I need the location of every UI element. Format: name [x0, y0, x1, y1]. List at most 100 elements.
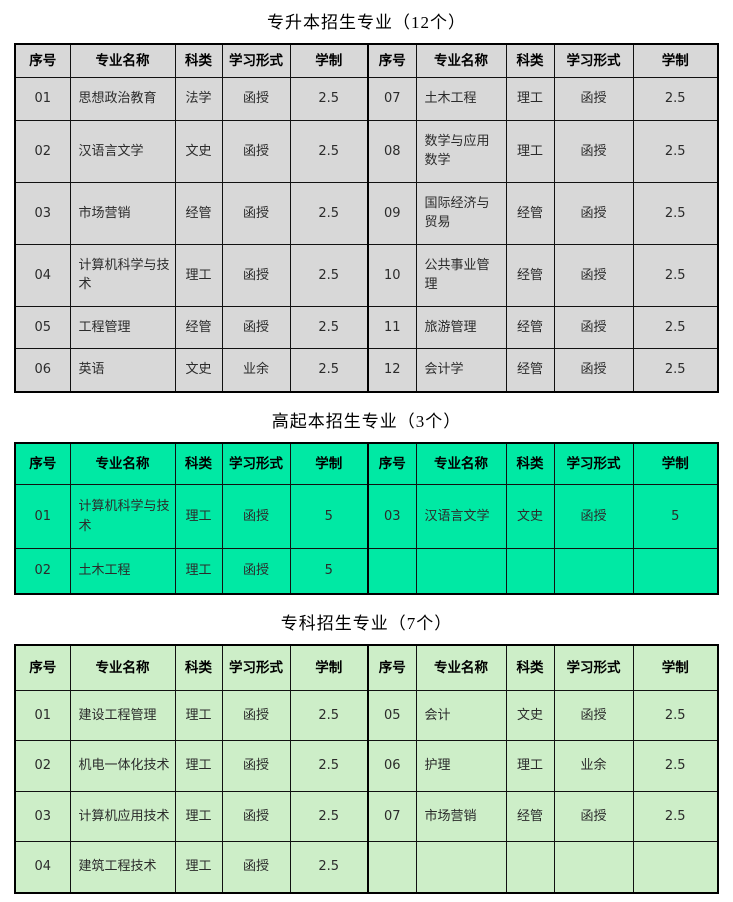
header-cell: 序号	[14, 43, 71, 79]
table-cell: 数学与应用数学	[415, 119, 507, 183]
table-cell: 01	[14, 77, 71, 121]
table-cell	[415, 841, 507, 894]
table-cell	[367, 841, 417, 894]
header-cell: 科类	[505, 442, 555, 485]
table-cell: 09	[367, 181, 417, 245]
table-cell	[553, 548, 634, 594]
table-cell: 11	[367, 305, 417, 350]
table-row: 04 建筑工程技术 理工 函授 2.5	[14, 841, 719, 894]
section-zhuanshengben: 专升本招生专业（12个） 序号 专业名称 科类 学习形式 学制 序号 专业名称 科类 学习形式学…	[0, 8, 733, 393]
header-cell: 专业名称	[415, 644, 507, 691]
table-row: 03 计算机应用技术 理工 函授 2.5 07 市场营销 经管 函授 2.5	[14, 790, 719, 843]
section-title-zhuanshengben: 专升本招生专业（12个）	[267, 13, 466, 32]
table-cell: 土木工程	[69, 548, 176, 594]
table-cell: 建筑工程技术	[69, 841, 176, 894]
table-cell: 05	[14, 305, 71, 350]
section-gaoqiben: 高起本招生专业（3个） 序号 专业名称 科类 学习形式 学制 序号 专业名称 科类 学习形式 学制…	[0, 407, 733, 595]
table-cell: 公共事业管理	[415, 243, 507, 307]
header-cell: 序号	[14, 644, 71, 691]
table-cell: 12	[367, 348, 417, 393]
table-row: 06 英语 文史 业余 2.5 12 会计学 经管 函授 2.5	[14, 348, 719, 393]
table-cell: 思想政治教育	[69, 77, 176, 121]
table-row: 01 思想政治教育 法学 函授 2.5 07 土木工程 理工 函授 2.5	[14, 77, 719, 121]
table-cell: 函授	[553, 181, 634, 245]
table-cell: 经管	[505, 348, 555, 393]
header-cell: 科类	[174, 442, 223, 485]
table-cell: 经管	[174, 181, 223, 245]
table-cell: 2.5	[632, 77, 719, 121]
header-cell: 科类	[174, 43, 223, 79]
table-cell: 国际经济与贸易	[415, 181, 507, 245]
table-cell: 2.5	[632, 305, 719, 350]
header-cell: 序号	[367, 43, 417, 79]
table-cell: 2.5	[289, 77, 369, 121]
table-cell: 英语	[69, 348, 176, 393]
table-cell: 理工	[174, 484, 223, 549]
table-cell	[367, 548, 417, 594]
table-cell: 市场营销	[69, 181, 176, 245]
table-cell: 10	[367, 243, 417, 307]
table-cell: 函授	[221, 484, 291, 549]
header-cell: 专业名称	[69, 442, 176, 485]
header-cell: 学制	[289, 644, 369, 691]
table-cell: 函授	[553, 305, 634, 350]
table-cell: 计算机科学与技术	[69, 484, 176, 549]
table-cell: 5	[289, 548, 369, 594]
table-cell: 函授	[553, 689, 634, 742]
header-cell: 科类	[505, 43, 555, 79]
table-cell: 文史	[505, 689, 555, 742]
table-cell: 06	[367, 740, 417, 792]
header-cell: 科类	[174, 644, 223, 691]
header-cell: 学习形式	[221, 644, 291, 691]
table-cell	[505, 841, 555, 894]
table-cell: 法学	[174, 77, 223, 121]
table-cell: 会计学	[415, 348, 507, 393]
table-cell: 经管	[505, 305, 555, 350]
table-cell: 业余	[553, 740, 634, 792]
table-cell: 2.5	[632, 689, 719, 742]
header-cell: 学习形式	[221, 442, 291, 485]
header-cell: 学习形式	[553, 43, 634, 79]
table-cell: 文史	[174, 348, 223, 393]
table-cell: 07	[367, 77, 417, 121]
header-cell: 专业名称	[69, 644, 176, 691]
table-cell: 2.5	[289, 740, 369, 792]
header-cell: 学制	[632, 644, 719, 691]
table-cell: 2.5	[632, 119, 719, 183]
table-cell: 01	[14, 689, 71, 742]
section-title-gaoqiben: 高起本招生专业（3个）	[271, 411, 462, 431]
table-cell: 08	[367, 119, 417, 183]
table-cell: 函授	[553, 243, 634, 307]
table-cell: 汉语言文学	[415, 484, 507, 549]
table-row: 04 计算机科学与技术 理工 函授 2.5 10 公共事业管理 经管 函授 2.5	[14, 243, 719, 307]
table-cell: 理工	[174, 841, 223, 894]
table-cell: 5	[289, 484, 369, 549]
table-cell: 函授	[221, 740, 291, 792]
zhuanshengben-table: 序号 专业名称 科类 学习形式 学制 序号 专业名称 科类 学习形式 学制 01 思想政治教育 法学 函授…	[14, 43, 719, 393]
table-cell: 06	[14, 348, 71, 393]
table-cell: 理工	[174, 243, 223, 307]
table-cell: 土木工程	[415, 77, 507, 121]
table-cell	[553, 841, 634, 894]
table-cell: 函授	[221, 305, 291, 350]
table-cell: 理工	[505, 119, 555, 183]
table-cell: 2.5	[289, 119, 369, 183]
table-cell: 函授	[221, 243, 291, 307]
section-zhuanke: 专科招生专业（7个） 序号 专业名称 科类 学习形式 学制 序号 专业名称 科类 学习形式 学制 0…	[0, 609, 733, 894]
table-cell: 2.5	[289, 243, 369, 307]
table-row: 02 土木工程 理工 函授 5	[14, 548, 719, 594]
table-row: 02 机电一体化技术 理工 函授 2.5 06 护理 理工 业余 2.5	[14, 740, 719, 792]
table-cell: 理工	[174, 790, 223, 843]
table-cell: 文史	[174, 119, 223, 183]
table-cell: 函授	[553, 119, 634, 183]
table-cell: 2.5	[632, 348, 719, 393]
table-cell: 02	[14, 119, 71, 183]
table-cell: 函授	[221, 181, 291, 245]
table-cell: 经管	[505, 243, 555, 307]
header-cell: 专业名称	[415, 43, 507, 79]
header-cell: 学习形式	[221, 43, 291, 79]
table-cell: 函授	[221, 689, 291, 742]
table-cell: 函授	[221, 119, 291, 183]
table-cell: 计算机科学与技术	[69, 243, 176, 307]
gaoqiben-table: 序号 专业名称 科类 学习形式 学制 序号 专业名称 科类 学习形式 学制 01 计算机科学与技术 理工…	[14, 441, 719, 595]
